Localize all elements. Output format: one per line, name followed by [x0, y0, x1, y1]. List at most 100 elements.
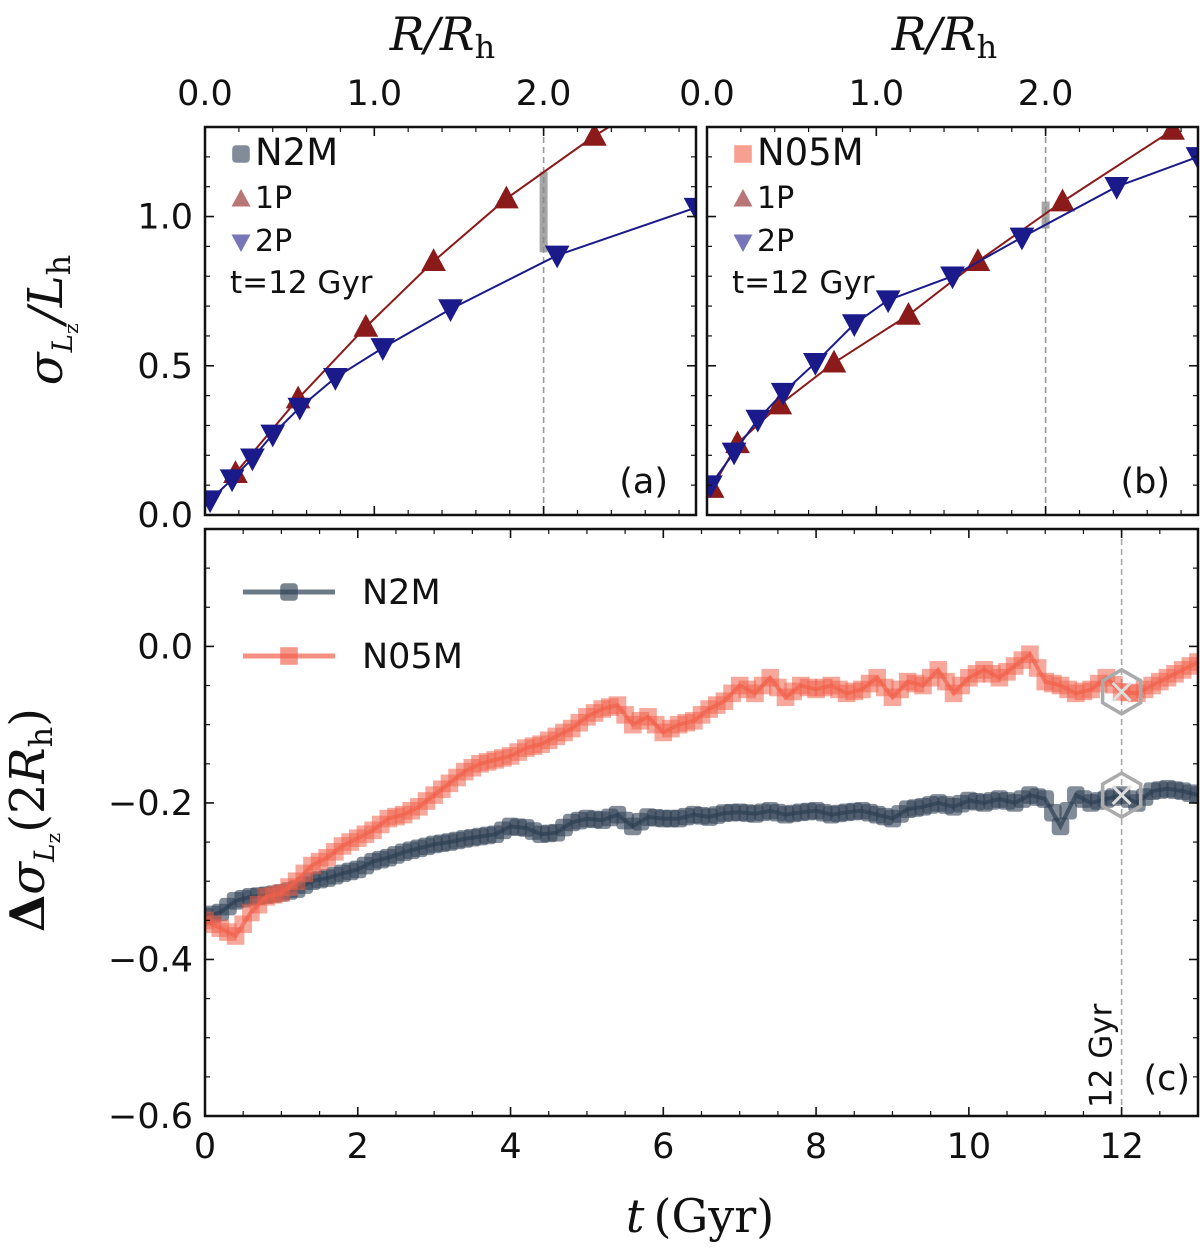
marker-2P [240, 448, 265, 472]
legend-label-N05M: N05M [757, 131, 864, 174]
x-tick-label: 10 [947, 1127, 992, 1167]
vline-label: 12 Gyr [1084, 1003, 1120, 1108]
x-axis-label-top: R/Rh [389, 7, 495, 66]
axes-frame [705, 125, 1200, 517]
legend-marker-N05M [280, 647, 298, 665]
marker-2P [1185, 147, 1198, 170]
marker-2P [219, 469, 245, 493]
panel-c: 12 Gyr 0 2 4 6 8 10 12 −0.6 −0.4 −0.2 0.0 N2M N05M (c) [108, 527, 1200, 1167]
plot-area [205, 529, 1198, 1116]
highlight-cross-N2M [1111, 785, 1132, 806]
legend-label-N2M: N2M [255, 131, 338, 174]
marker-2P [841, 314, 867, 337]
x-tick-label: 2.0 [1018, 74, 1074, 114]
marker-2P [745, 409, 771, 433]
marker-N05M [1021, 645, 1039, 664]
y-tick-label: 1.0 [137, 198, 193, 238]
panel-b: 0.0 1.0 2.0 R/Rh N05M 1P 2P t=12 Gyr (b) [679, 7, 1200, 517]
marker-2P [287, 397, 313, 421]
annotation-time: t=12 Gyr [230, 265, 373, 301]
panel-label: (c) [1143, 1059, 1190, 1099]
marker-2P [683, 197, 696, 221]
marker-2P [1104, 176, 1130, 200]
marker-N2M [1189, 786, 1198, 804]
legend: N2M N05M [243, 573, 463, 677]
marker-2P [875, 290, 901, 314]
axis-labels: σLz/Lh ΔσLz(2Rh) t (Gyr) [0, 255, 774, 1243]
x-tick-label: 8 [805, 1127, 827, 1167]
x-axis-label-top: R/Rh [891, 7, 997, 66]
marker-2P [323, 367, 348, 391]
plot-area [707, 127, 1198, 515]
highlight-hexagon-N05M [1100, 667, 1143, 716]
axes-frame [203, 125, 698, 517]
marker-1P [767, 391, 793, 415]
y-tick-label: −0.6 [108, 1097, 193, 1137]
gap-bar [539, 171, 548, 253]
series-line-2P [209, 206, 696, 501]
marker-2P [205, 490, 223, 514]
marker-2P [803, 353, 828, 376]
marker-1P [896, 302, 921, 325]
marker-2P [721, 442, 747, 466]
legend-marker-N05M [734, 145, 752, 163]
marker-N05M [1028, 659, 1047, 677]
marker-2P [770, 382, 796, 406]
panel-label: (b) [1120, 462, 1170, 502]
annotation-time: t=12 Gyr [732, 265, 875, 301]
y-axis-label-bottom: ΔσLz(2Rh) [0, 708, 65, 932]
y-tick-label: 0.0 [137, 627, 193, 667]
marker-1P [1160, 127, 1185, 140]
marker-1P [494, 185, 519, 209]
y-tick-label: 0.5 [137, 347, 193, 387]
highlight-cross-N05M [1111, 681, 1132, 702]
marker-1P [421, 248, 446, 272]
legend-label-2P: 2P [757, 224, 794, 259]
x-tick-label: 0.0 [679, 74, 735, 114]
marker-1P [353, 313, 379, 337]
x-axis-label-bottom: t (Gyr) [626, 1189, 774, 1243]
x-tick-label: 2 [347, 1127, 369, 1167]
y-tick-label: −0.4 [108, 940, 193, 980]
marker-2P [1009, 227, 1035, 251]
legend: N2M 1P 2P t=12 Gyr [230, 131, 373, 301]
marker-1P [1050, 188, 1075, 212]
marker-2P [707, 475, 723, 499]
x-tick-label: 1.0 [848, 74, 904, 114]
x-tick-label: 6 [652, 1127, 674, 1167]
highlight-hexagon-N2M [1100, 771, 1143, 820]
legend: N05M 1P 2P t=12 Gyr [732, 131, 875, 301]
marker-N2M [1036, 790, 1055, 808]
gap-bar [1041, 201, 1050, 229]
marker-N2M [1059, 801, 1077, 820]
marker-1P [821, 349, 847, 373]
legend-label-N05M: N05M [362, 637, 463, 677]
marker-N05M [1189, 653, 1198, 671]
marker-2P [260, 424, 286, 448]
x-tick-label: 0 [194, 1127, 216, 1167]
y-tick-label: −0.2 [108, 784, 193, 824]
legend-label-1P: 1P [757, 181, 794, 216]
marker-N2M [1051, 817, 1070, 836]
x-tick-label: 2.0 [516, 74, 572, 114]
legend-marker-2P [231, 234, 251, 252]
marker-2P [370, 338, 396, 361]
x-tick-label: 1.0 [346, 74, 402, 114]
marker-1P [582, 127, 607, 146]
plot-area [205, 127, 696, 515]
y-tick-label: 0.0 [137, 496, 193, 536]
legend-marker-2P [733, 234, 753, 252]
legend-marker-N2M [280, 583, 298, 601]
marker-2P [544, 245, 570, 269]
marker-N2M [1044, 803, 1062, 822]
marker-2P [940, 266, 965, 290]
legend-label-N2M: N2M [362, 573, 441, 613]
legend-label-1P: 1P [255, 181, 292, 216]
legend-label-2P: 2P [255, 224, 292, 259]
legend-marker-N2M [232, 145, 250, 163]
x-tick-label: 4 [499, 1127, 521, 1167]
legend-marker-1P [231, 189, 251, 207]
panel-label: (a) [619, 462, 668, 502]
